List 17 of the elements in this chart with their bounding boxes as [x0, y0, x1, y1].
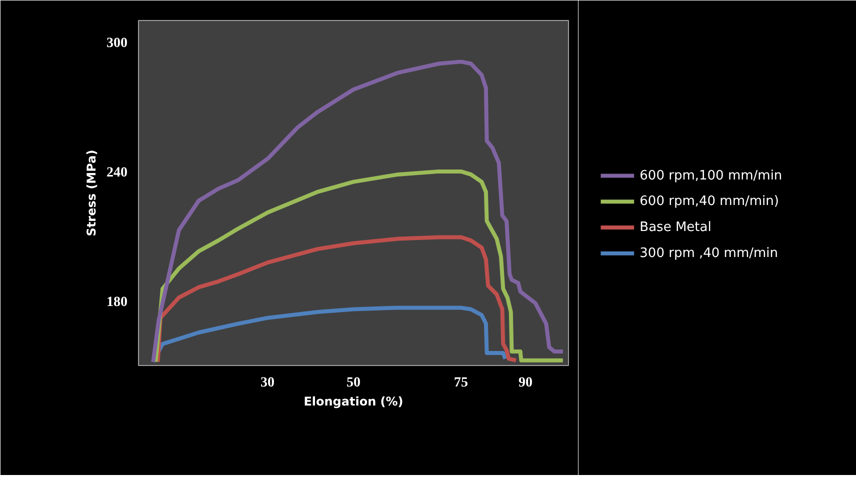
x-axis-title: Elongation (%): [304, 394, 404, 408]
legend-label: 300 rpm ,40 mm/min: [640, 246, 778, 261]
y-axis-title: Stress (MPa): [84, 150, 98, 236]
x-tick-label: 75: [454, 376, 468, 390]
y-tick-label: 240: [106, 165, 128, 180]
line-series: [151, 60, 565, 364]
legend-label: 600 rpm,40 mm/min): [640, 194, 779, 210]
line-series: [154, 169, 565, 364]
line-series: [151, 306, 508, 364]
y-tick-label: 300: [106, 36, 128, 52]
line-series: [156, 235, 518, 364]
x-tick-label: 50: [346, 376, 360, 390]
x-tick-label: 30: [260, 376, 274, 390]
legend-label: 600 rpm,100 mm/min: [640, 168, 782, 184]
legend-label: Base Metal: [640, 220, 712, 235]
y-tick-label: 180: [106, 294, 128, 310]
x-tick-label: 90: [518, 376, 532, 390]
